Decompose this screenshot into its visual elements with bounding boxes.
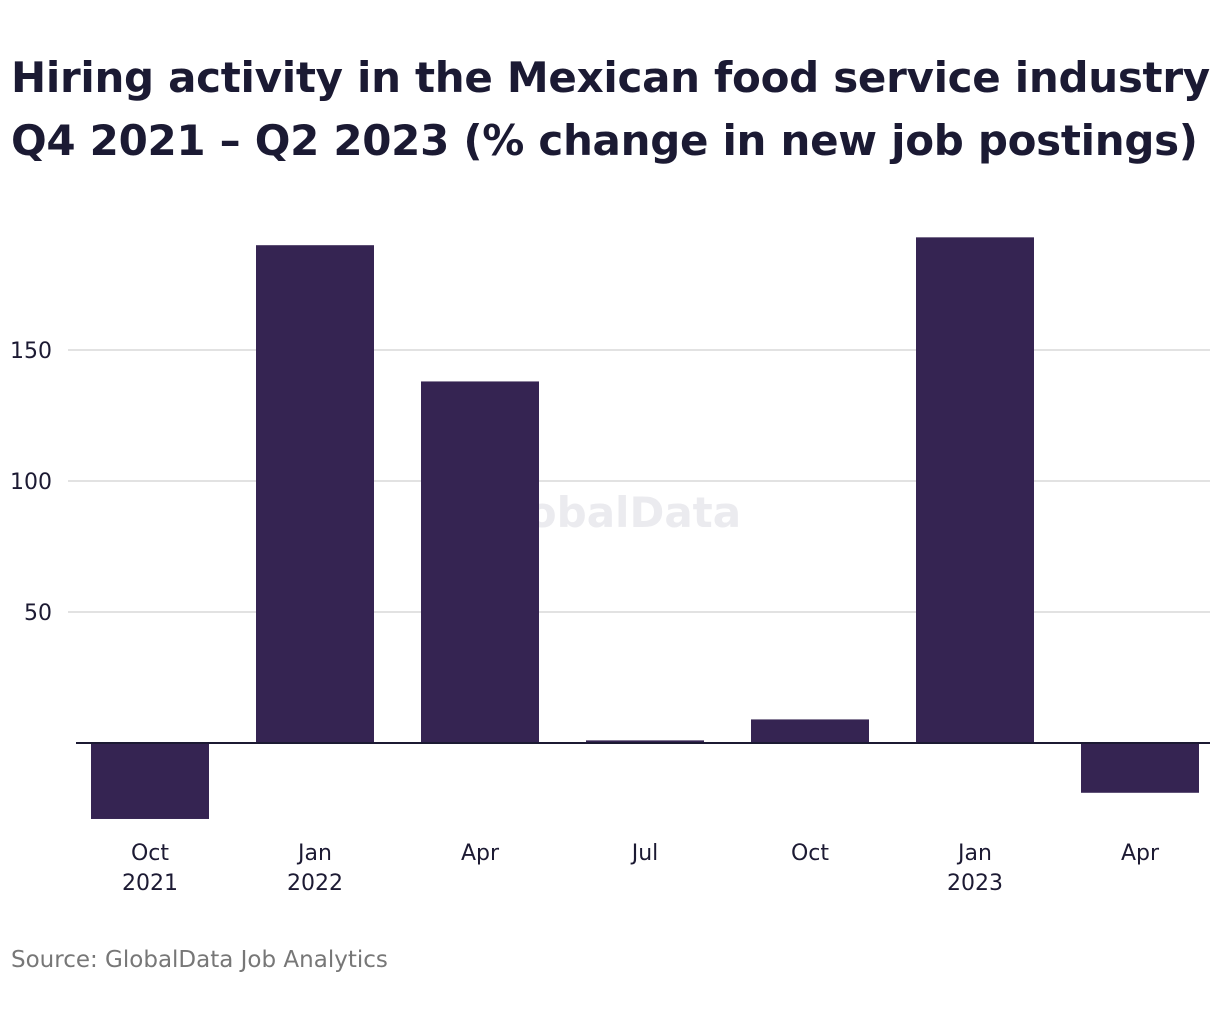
x-tick-year-label: 2022 <box>287 871 343 896</box>
chart-title-line-2: Q4 2021 – Q2 2023 (% change in new job p… <box>11 116 1198 165</box>
x-tick-label: Apr <box>1121 841 1160 866</box>
bar <box>916 237 1034 743</box>
x-tick-year-label: 2021 <box>122 871 178 896</box>
bar <box>421 381 539 743</box>
x-tick-label: Apr <box>461 841 500 866</box>
x-tick-label: Jan <box>956 841 992 866</box>
chart-title: Hiring activity in the Mexican food serv… <box>11 46 1211 172</box>
bar <box>1081 743 1199 793</box>
x-tick-label: Oct <box>791 841 829 866</box>
gridlines <box>68 349 1210 613</box>
bar <box>751 719 869 743</box>
y-tick-label: 100 <box>10 470 52 495</box>
bar <box>256 245 374 743</box>
bar <box>91 743 209 819</box>
bar <box>586 740 704 743</box>
x-tick-year-label: 2023 <box>947 871 1003 896</box>
x-tick-label: Jan <box>296 841 332 866</box>
chart-title-line-1: Hiring activity in the Mexican food serv… <box>11 53 1210 102</box>
x-tick-label: Jul <box>630 841 659 866</box>
axis-labels: 50 100 150 Oct 2021 Jan 2022 Apr Jul Oct Jan 2023 Ap… <box>10 339 1160 896</box>
source-note: Source: GlobalData Job Analytics <box>11 947 388 973</box>
y-tick-label: 150 <box>10 339 52 364</box>
y-tick-label: 50 <box>24 601 52 626</box>
x-tick-label: Oct <box>131 841 169 866</box>
bars <box>91 237 1199 819</box>
